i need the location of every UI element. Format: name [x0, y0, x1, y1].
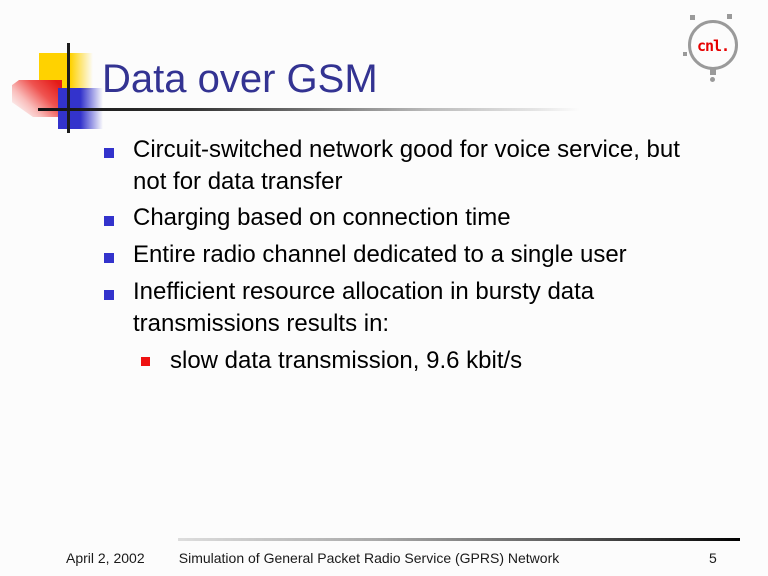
slide-title: Data over GSM [102, 57, 378, 101]
decoration-vertical-line [67, 43, 70, 133]
list-item: Entire radio channel dedicated to a sing… [104, 239, 744, 271]
logo-stem-icon [710, 69, 716, 75]
decoration-red-square [12, 80, 62, 117]
bullet-square-icon [104, 216, 114, 226]
list-item: Circuit-switched network good for voice … [104, 134, 744, 198]
logo-tick-icon [683, 52, 687, 56]
list-item: Inefficient resource allocation in burst… [104, 276, 744, 340]
bullet-square-icon [104, 253, 114, 263]
logo-circle-icon: cnl. [688, 20, 738, 70]
bullet-list: Circuit-switched network good for voice … [104, 134, 744, 377]
footer-rule [178, 538, 740, 541]
bullet-text: Charging based on connection time [133, 204, 511, 231]
bullet-text: Circuit-switched network good for voice … [133, 136, 680, 195]
sub-bullet-text: slow data transmission, 9.6 kbit/s [170, 347, 523, 374]
bullet-square-icon [104, 290, 114, 300]
footer-page-number: 5 [709, 550, 717, 566]
logo-tick-icon [727, 14, 732, 19]
logo-dot-icon [710, 77, 715, 82]
footer-date: April 2, 2002 [66, 550, 145, 566]
logo-tick-icon [690, 15, 695, 20]
bullet-text: Inefficient resource allocation in burst… [133, 278, 595, 337]
sub-list-item: slow data transmission, 9.6 kbit/s [104, 345, 744, 377]
footer-deck-title: Simulation of General Packet Radio Servi… [178, 550, 560, 566]
bullet-text: Entire radio channel dedicated to a sing… [133, 241, 627, 268]
title-underline-rule [38, 108, 580, 111]
logo-text: cnl. [696, 37, 730, 55]
bullet-square-icon [104, 148, 114, 158]
sub-bullet-square-icon [141, 357, 150, 366]
list-item: Charging based on connection time [104, 202, 744, 234]
